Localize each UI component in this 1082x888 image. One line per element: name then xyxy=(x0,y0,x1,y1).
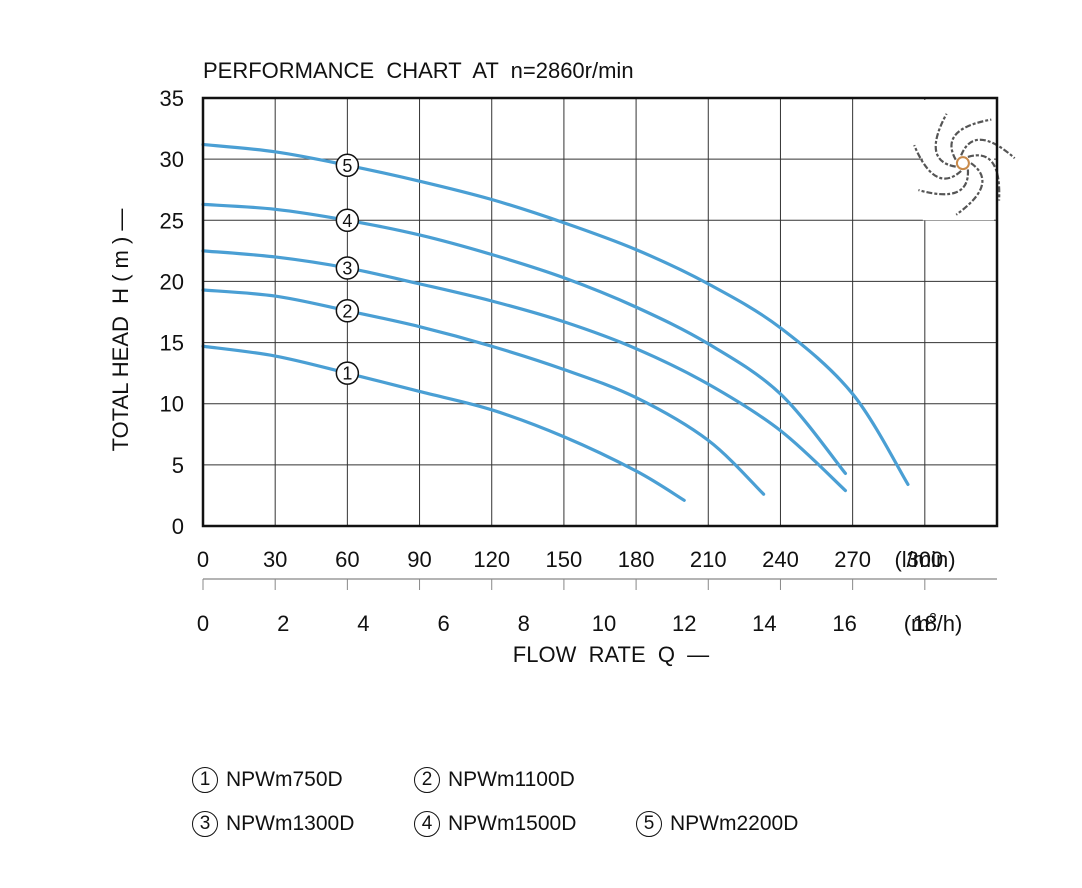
series-line-npwm750d xyxy=(201,344,686,502)
impeller-vane xyxy=(950,118,992,161)
legend-item-npwm1300d: 3 NPWm1300D xyxy=(192,811,414,837)
y-tick-label: 0 xyxy=(172,514,184,539)
legend-item-npwm750d: 1 NPWm750D xyxy=(192,767,414,793)
x2-tick-label: 8 xyxy=(518,611,530,636)
chart-title: PERFORMANCE CHART AT n=2860r/min xyxy=(203,58,634,83)
x2-tick-label: 2 xyxy=(277,611,289,636)
impeller-vane xyxy=(955,162,984,216)
x-axis-label: FLOW RATE Q — xyxy=(513,642,709,667)
legend-label: NPWm1500D xyxy=(448,812,577,835)
legend-row: 3 NPWm1300D 4 NPWm1500D 5 NPWm2200D xyxy=(192,802,892,846)
x2-tick-label: 18 xyxy=(913,611,937,636)
series-marker-label: 3 xyxy=(342,258,352,278)
x-tick-label: 60 xyxy=(335,547,359,572)
x-tick-label: 270 xyxy=(834,547,871,572)
legend-row: 1 NPWm750D 2 NPWm1100D xyxy=(192,758,892,802)
legend-item-npwm1500d: 4 NPWm1500D xyxy=(414,811,636,837)
legend-item-npwm2200d: 5 NPWm2200D xyxy=(636,811,798,837)
legend-marker: 1 xyxy=(192,767,218,793)
chart-grid xyxy=(203,98,997,526)
x-tick-label: 30 xyxy=(263,547,287,572)
series-marker-label: 1 xyxy=(342,364,352,384)
series-line-npwm2200d xyxy=(201,142,910,487)
x-tick-label: 210 xyxy=(690,547,727,572)
x-tick-label: 180 xyxy=(618,547,655,572)
x2-tick-label: 4 xyxy=(357,611,369,636)
x2-tick-label: 0 xyxy=(197,611,209,636)
series-marker-label: 5 xyxy=(342,156,352,176)
legend-marker: 2 xyxy=(414,767,440,793)
x-axis-ticks-lmin: 0 30 60 90 120 150 180 210 240 270 300 xyxy=(197,547,943,572)
legend: 1 NPWm750D 2 NPWm1100D 3 NPWm1300D 4 NPW… xyxy=(192,758,892,846)
x-tick-label: 0 xyxy=(197,547,209,572)
legend-marker: 4 xyxy=(414,811,440,837)
plot-frame xyxy=(201,96,999,528)
y-axis-label: TOTAL HEAD H ( m ) — xyxy=(108,209,133,452)
x2-tick-label: 10 xyxy=(592,611,616,636)
series-marker-circle xyxy=(335,208,360,233)
series-line-npwm1500d xyxy=(201,202,848,476)
chart-series: 1 2 3 4 5 xyxy=(201,142,910,502)
series-line-npwm1100d xyxy=(201,288,766,496)
y-axis-ticks: 0 5 10 15 20 25 30 35 xyxy=(160,86,184,539)
series-marker-circle xyxy=(335,153,360,178)
y-tick-label: 20 xyxy=(160,269,184,294)
y-tick-label: 35 xyxy=(160,86,184,111)
x-tick-label: 240 xyxy=(762,547,799,572)
y-tick-label: 25 xyxy=(160,208,184,233)
series-line-npwm1300d xyxy=(201,249,848,493)
impeller-vane xyxy=(934,113,956,168)
legend-label: NPWm2200D xyxy=(670,812,799,835)
y-tick-label: 15 xyxy=(160,331,184,356)
legend-marker: 3 xyxy=(192,811,218,837)
impeller-vane xyxy=(967,154,1001,201)
impeller-vane xyxy=(960,138,1016,160)
x-axis-ticks-m3h: 0 2 4 6 8 10 12 14 16 18 xyxy=(197,578,997,636)
x-unit-lmin: (l/min) xyxy=(894,547,955,572)
impeller-hub xyxy=(955,156,970,171)
x-tick-label: 300 xyxy=(906,547,943,572)
series-marker-label: 4 xyxy=(342,211,352,231)
impeller-vane xyxy=(918,169,970,196)
x2-tick-label: 12 xyxy=(672,611,696,636)
legend-label: NPWm1300D xyxy=(226,812,355,835)
series-marker-circle xyxy=(335,299,360,323)
y-tick-label: 5 xyxy=(172,453,184,478)
legend-label: NPWm750D xyxy=(226,768,343,791)
legend-item-npwm1100d: 2 NPWm1100D xyxy=(414,767,575,793)
x-unit-m3h: (m3/h) xyxy=(904,610,963,636)
series-marker-circle xyxy=(335,361,360,385)
impeller-vane xyxy=(913,144,962,180)
x-tick-label: 150 xyxy=(546,547,583,572)
impeller-icon xyxy=(913,100,1016,221)
x-tick-label: 120 xyxy=(473,547,510,572)
y-tick-label: 10 xyxy=(160,392,184,417)
series-marker-label: 2 xyxy=(342,301,352,321)
legend-label: NPWm1100D xyxy=(448,768,575,791)
x2-tick-label: 14 xyxy=(752,611,776,636)
x-tick-label: 90 xyxy=(407,547,431,572)
y-tick-label: 30 xyxy=(160,147,184,172)
x2-tick-label: 16 xyxy=(832,611,856,636)
x2-tick-label: 6 xyxy=(437,611,449,636)
series-marker-circle xyxy=(335,256,360,280)
legend-marker: 5 xyxy=(636,811,662,837)
